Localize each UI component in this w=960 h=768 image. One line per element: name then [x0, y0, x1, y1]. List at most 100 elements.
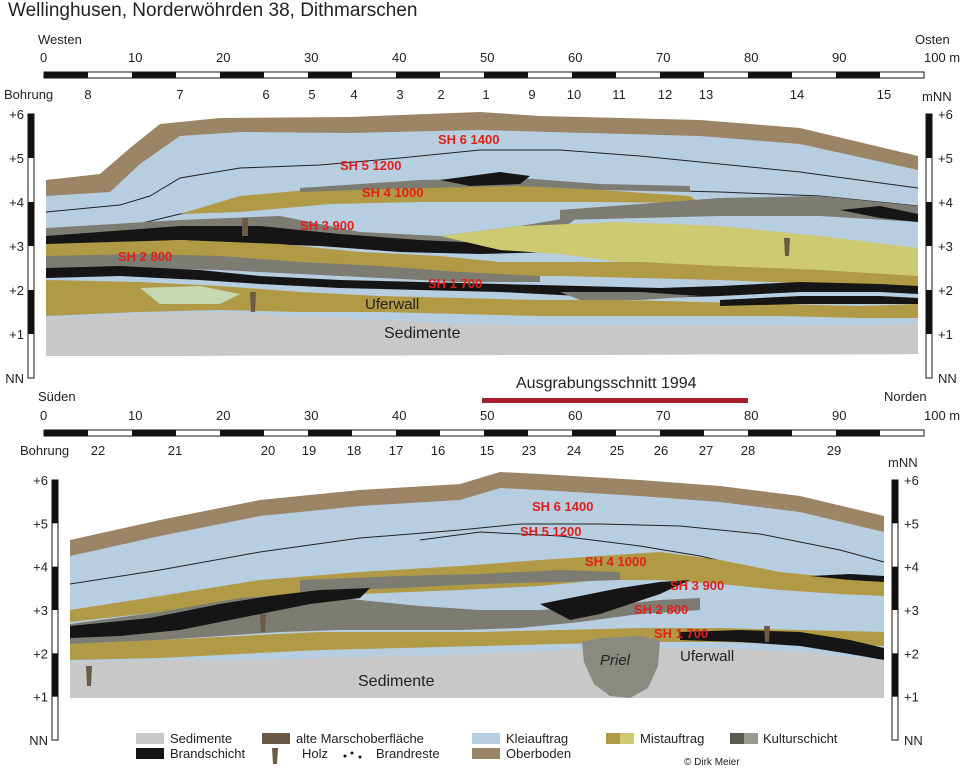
brandreste-dots-icon — [343, 751, 362, 759]
legend-swatch-kultur-dark — [730, 733, 744, 744]
bohrung-number: 24 — [567, 443, 581, 458]
elevation-tick-label: NN — [938, 371, 957, 386]
elevation-tick-label: NN — [5, 371, 24, 386]
bohrung-number: 1 — [482, 87, 489, 102]
bohrung-number: 20 — [261, 443, 275, 458]
bohrung-number: 17 — [389, 443, 403, 458]
scale-tick-label: 10 — [128, 408, 142, 423]
phase-label-sh2: SH 2 800 — [634, 602, 688, 617]
legend-kleiauftrag: Kleiauftrag — [506, 731, 568, 746]
elevation-tick-label: +5 — [33, 516, 48, 531]
priel-channel — [582, 636, 660, 698]
phase-label-sh1: SH 1 700 — [654, 626, 708, 641]
bohrung-number: 26 — [654, 443, 668, 458]
bohrung-number: 25 — [610, 443, 624, 458]
scale-bar-segment — [132, 430, 176, 436]
scale-tick-label: 30 — [304, 50, 318, 65]
elevation-tick-label: +1 — [904, 690, 919, 705]
legend-swatch-marsch — [262, 733, 290, 744]
figure-title: Wellinghusen, Norderwöhrden 38, Dithmars… — [8, 0, 417, 21]
bohrung-number: 13 — [699, 87, 713, 102]
bohrung-number: 7 — [176, 87, 183, 102]
elevation-tick-label: +2 — [9, 283, 24, 298]
scale-bar — [43, 71, 925, 79]
scale-tick-label: 0 — [40, 50, 47, 65]
bohrung-number: 16 — [431, 443, 445, 458]
bohrung-number: 14 — [790, 87, 804, 102]
bohrung-number: 18 — [347, 443, 361, 458]
bohrung-number: 15 — [480, 443, 494, 458]
elevation-bar-segment — [892, 480, 898, 524]
phase-label-sh6: SH 6 1400 — [438, 132, 499, 147]
bohrung-number: 4 — [350, 87, 357, 102]
bohrung-number: 12 — [658, 87, 672, 102]
elevation-tick-label: +6 — [938, 107, 953, 122]
elevation-tick-label: +6 — [904, 473, 919, 488]
scale-bar-segment — [484, 72, 528, 78]
elevation-tick-label: +1 — [33, 690, 48, 705]
elevation-bar-segment — [28, 202, 34, 246]
scale-bar-segment — [308, 72, 352, 78]
elevation-bar-segment — [926, 290, 932, 334]
bohrung-numbers: 22 21 20 19 18 17 16 15 23 24 25 26 27 28 29 — [91, 443, 841, 458]
elevation-bar-segment — [52, 653, 58, 697]
elevation-tick-label: NN — [29, 733, 48, 748]
scale-tick-label: 40 — [392, 408, 406, 423]
elevation-tick-label: +4 — [33, 560, 48, 575]
bohrung-number: 28 — [741, 443, 755, 458]
legend-brandschicht: Brandschicht — [170, 746, 246, 761]
section-2: Süden Norden 0 10 20 30 40 50 60 70 80 90 100 m Bo… — [20, 389, 960, 748]
direction-south: Süden — [38, 389, 76, 404]
excavation-label: Ausgrabungsschnitt 1994 — [516, 375, 697, 392]
scale-tick-label: 70 — [656, 408, 670, 423]
scale-tick-label: 20 — [216, 50, 230, 65]
phase-label-sh6: SH 6 1400 — [532, 499, 593, 514]
scale-tick-label: 90 — [832, 50, 846, 65]
profile-2-layers: SH 6 1400 SH 5 1200 SH 4 1000 SH 3 900 S… — [69, 472, 885, 698]
legend-sedimente: Sedimente — [170, 731, 232, 746]
scale-tick-label: 80 — [744, 408, 758, 423]
legend-swatch-mist-light — [620, 733, 634, 744]
legend-oberboden: Oberboden — [506, 746, 571, 761]
direction-north: Norden — [884, 389, 927, 404]
phase-label-sh3: SH 3 900 — [670, 578, 724, 593]
elevation-tick-label: +3 — [938, 239, 953, 254]
bohrung-numbers: 8 7 6 5 4 3 2 1 9 10 11 12 13 14 15 — [84, 87, 891, 102]
profile-1-layers: SH 6 1400 SH 5 1200 SH 4 1000 SH 3 900 S… — [45, 112, 919, 356]
elevation-bar-segment — [892, 653, 898, 697]
scale-tick-labels: 0 10 20 30 40 50 60 70 80 90 100 m — [40, 408, 960, 423]
scale-bar-segment — [660, 430, 704, 436]
elevation-tick-label: +1 — [938, 327, 953, 342]
elevation-bar-segment — [52, 566, 58, 610]
legend-swatch-sedimente — [136, 733, 164, 744]
bohrung-number: 5 — [308, 87, 315, 102]
legend-mistauftrag: Mistauftrag — [640, 731, 704, 746]
phase-label-sh4: SH 4 1000 — [585, 554, 646, 569]
legend-swatch-mist-dark — [606, 733, 620, 744]
scale-tick-label: 30 — [304, 408, 318, 423]
legend: Sedimente Brandschicht alte Marschoberfl… — [136, 731, 838, 768]
excavation-bar — [482, 398, 748, 403]
bohrung-number: 27 — [699, 443, 713, 458]
sedimente-label: Sedimente — [358, 673, 435, 690]
uferwall-label: Uferwall — [365, 296, 419, 313]
scale-bar-segment — [836, 72, 880, 78]
elevation-tick-label: +1 — [9, 327, 24, 342]
bohrung-label: Bohrung — [4, 87, 53, 102]
scale-bar-segment — [748, 72, 792, 78]
scale-tick-label: 100 m — [924, 50, 960, 65]
elevation-tick-label: +5 — [938, 151, 953, 166]
scale-tick-label: 20 — [216, 408, 230, 423]
scale-bar-segment — [308, 430, 352, 436]
section-1: Westen Osten 0 10 20 30 40 50 60 70 80 90 100 m Bo… — [4, 32, 960, 386]
elevation-tick-label: +2 — [938, 283, 953, 298]
phase-label-sh1: SH 1 700 — [428, 276, 482, 291]
elevation-tick-label: +4 — [904, 560, 919, 575]
legend-swatch-kultur-light — [744, 733, 758, 744]
bohrung-number: 21 — [168, 443, 182, 458]
scale-tick-label: 0 — [40, 408, 47, 423]
bohrung-number: 3 — [396, 87, 403, 102]
elevation-bar-segment — [28, 114, 34, 158]
phase-label-sh2: SH 2 800 — [118, 249, 172, 264]
